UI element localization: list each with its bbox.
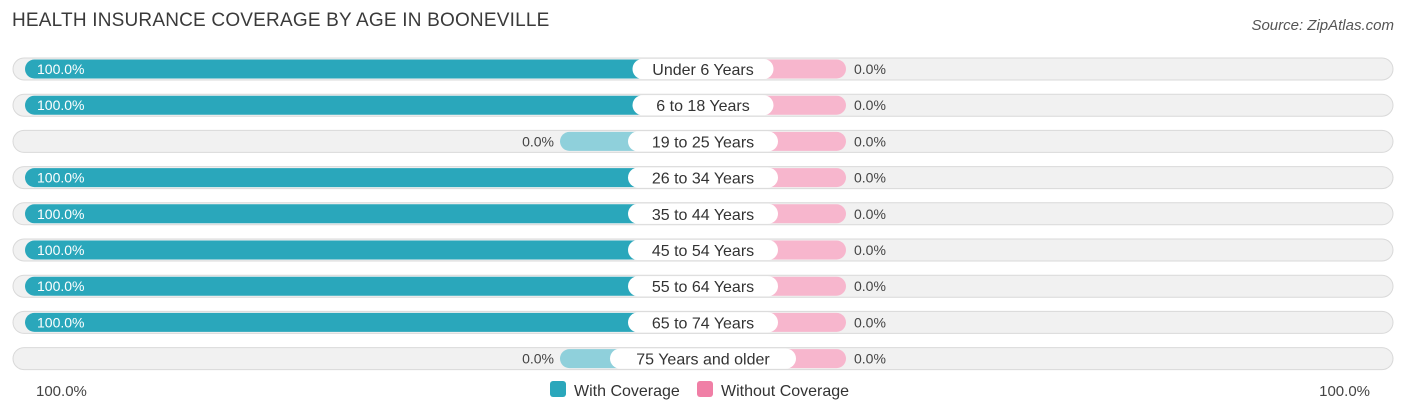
value-label-with-coverage: 100.0% [37,314,84,330]
category-label: 65 to 74 Years [652,315,754,332]
category-pill [628,203,778,224]
chart-row: 55 to 64 Years 100.0% 0.0% [12,274,1394,298]
bar-with-coverage [25,312,703,332]
bar-with-coverage [25,276,703,296]
value-label-with-coverage: 100.0% [37,97,84,113]
chart-source: Source: ZipAtlas.com [1251,17,1394,34]
category-pill [628,131,778,152]
value-label-with-coverage: 100.0% [37,278,84,294]
category-label: 19 to 25 Years [652,134,754,151]
value-label-with-coverage: 100.0% [37,242,84,258]
value-label-with-coverage: 0.0% [522,351,554,367]
chart-row: 45 to 54 Years 100.0% 0.0% [12,238,1394,262]
legend-swatch-with-coverage [550,381,566,397]
value-label-without-coverage: 0.0% [854,61,886,77]
legend-label-with-coverage: With Coverage [574,383,680,400]
bar-with-coverage [25,59,703,79]
legend: With Coverage Without Coverage [550,381,849,400]
chart-row: 6 to 18 Years 100.0% 0.0% [12,93,1394,117]
value-label-with-coverage: 100.0% [37,170,84,186]
chart-title: HEALTH INSURANCE COVERAGE BY AGE IN BOON… [12,10,550,31]
chart-row: 19 to 25 Years 0.0% 0.0% [12,129,1394,153]
category-label: 75 Years and older [636,352,770,369]
category-label: 6 to 18 Years [656,98,749,115]
value-label-without-coverage: 0.0% [854,206,886,222]
value-label-without-coverage: 0.0% [854,133,886,149]
chart-row: 65 to 74 Years 100.0% 0.0% [12,310,1394,334]
value-label-with-coverage: 100.0% [37,61,84,77]
chart-row: 26 to 34 Years 100.0% 0.0% [12,166,1394,190]
bar-with-coverage [25,95,703,115]
value-label-without-coverage: 0.0% [854,314,886,330]
value-label-without-coverage: 0.0% [854,97,886,113]
category-label: Under 6 Years [652,62,753,79]
value-label-without-coverage: 0.0% [854,170,886,186]
value-label-with-coverage: 100.0% [37,206,84,222]
category-label: 35 to 44 Years [652,207,754,224]
axis-left-label: 100.0% [36,383,87,400]
rows-layer: Under 6 Years 100.0% 0.0% 6 to 18 Years 100.… [12,57,1394,371]
legend-swatch-without-coverage [697,381,713,397]
chart-row: Under 6 Years 100.0% 0.0% [12,57,1394,81]
value-label-with-coverage: 0.0% [522,133,554,149]
category-pill [632,95,774,116]
bar-with-coverage [25,204,703,224]
category-pill [628,276,778,297]
legend-label-without-coverage: Without Coverage [721,383,849,400]
value-label-without-coverage: 0.0% [854,351,886,367]
category-label: 55 to 64 Years [652,279,754,296]
category-pill [610,348,796,369]
bar-with-coverage [25,168,703,188]
category-pill [628,240,778,260]
category-pill [628,167,778,188]
category-label: 45 to 54 Years [652,243,754,260]
category-pill [632,59,774,79]
category-label: 26 to 34 Years [652,171,754,188]
chart-row: 75 Years and older 0.0% 0.0% [12,347,1394,371]
category-pill [628,312,778,333]
value-label-without-coverage: 0.0% [854,242,886,258]
chart-row: 35 to 44 Years 100.0% 0.0% [12,202,1394,226]
bar-with-coverage [25,240,703,260]
axis-right-label: 100.0% [1319,383,1370,400]
value-label-without-coverage: 0.0% [854,278,886,294]
